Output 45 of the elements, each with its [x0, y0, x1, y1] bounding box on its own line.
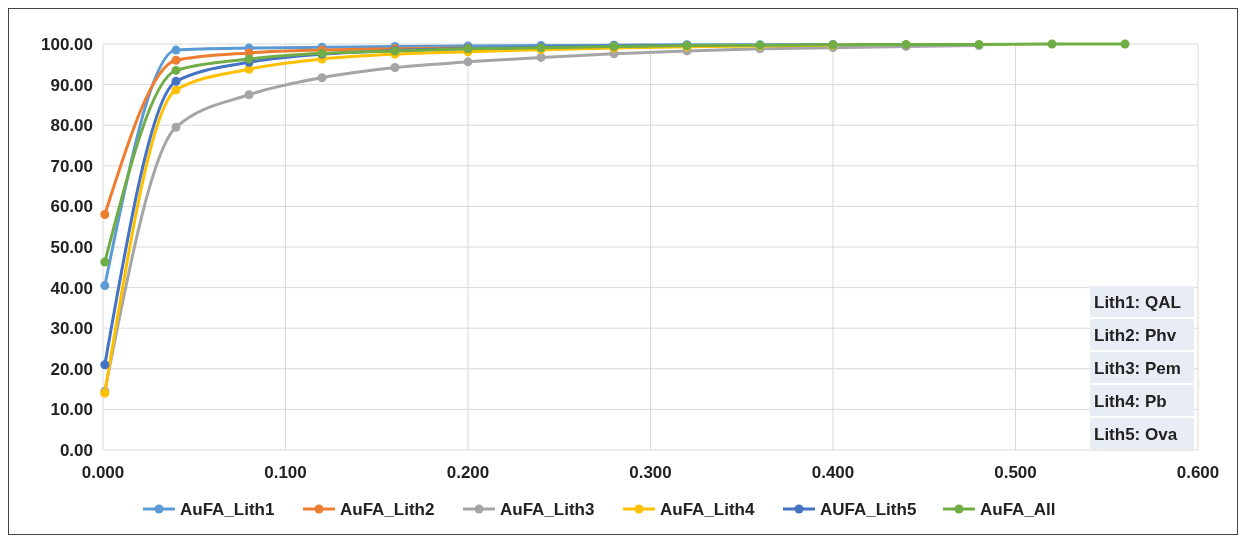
annotation: Lith2: Phv: [1094, 326, 1177, 345]
x-tick-label: 0.300: [629, 463, 672, 482]
y-tick-label: 0.00: [59, 440, 93, 460]
point: [171, 122, 181, 132]
point: [390, 63, 400, 73]
point: [100, 281, 110, 291]
annotation: Lith5: Ova: [1094, 425, 1178, 444]
y-tick-label: 20.00: [50, 359, 93, 379]
legend-label: AuFA_All: [980, 499, 1056, 519]
y-tick-label: 90.00: [50, 75, 93, 95]
y-tick-label: 10.00: [50, 400, 93, 420]
legend-label: AuFA_Lith3: [500, 499, 595, 519]
y-tick-label: 30.00: [50, 319, 93, 339]
y-tick-label: 100.00: [41, 34, 93, 54]
x-tick-label: 0.600: [1176, 463, 1220, 482]
x-tick-label: 0.000: [81, 463, 125, 482]
point: [1120, 39, 1130, 49]
point: [100, 210, 110, 220]
y-tick-label: 70.00: [50, 156, 93, 176]
y-tick-label: 80.00: [50, 116, 93, 136]
point: [244, 90, 254, 100]
point: [171, 45, 181, 55]
point: [100, 360, 110, 370]
point: [463, 57, 473, 67]
annotation: Lith3: Pem: [1094, 359, 1181, 378]
legend-label: AUFA_Lith5: [820, 499, 917, 519]
point: [317, 73, 327, 83]
point: [171, 76, 181, 86]
x-tick-label: 0.400: [811, 463, 855, 482]
legend-label: AuFA_Lith2: [340, 499, 435, 519]
x-tick-label: 0.100: [264, 463, 307, 482]
point: [171, 65, 181, 75]
point: [100, 257, 110, 267]
point: [171, 55, 181, 65]
point: [1047, 39, 1057, 49]
x-tick-label: 0.500: [994, 463, 1037, 482]
annotation: Lith1: QAL: [1094, 293, 1181, 312]
y-tick-label: 40.00: [50, 278, 93, 298]
y-tick-label: 50.00: [50, 237, 93, 257]
x-tick-label: 0.200: [446, 463, 490, 482]
y-tick-label: 60.00: [50, 197, 93, 217]
legend-label: AuFA_Lith4: [660, 499, 755, 519]
annotation: Lith4: Pb: [1094, 392, 1167, 411]
point: [171, 85, 181, 95]
legend-label: AuFA_Lith1: [180, 499, 275, 519]
